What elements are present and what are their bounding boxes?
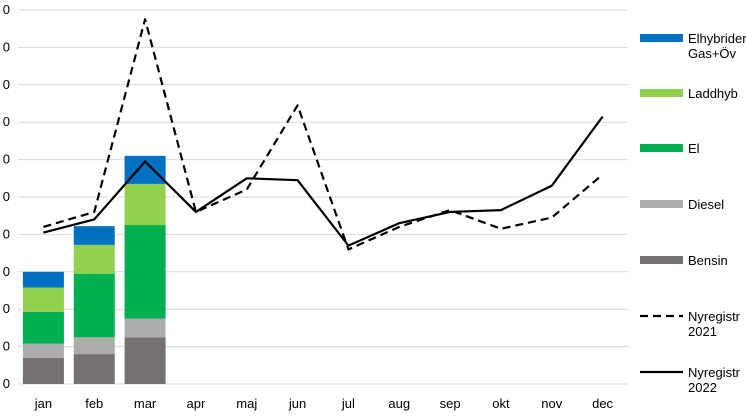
bar-segment-bensin (124, 337, 166, 384)
y-tick-label: 0 (3, 39, 10, 54)
legend-label: Nyregistr (688, 309, 741, 324)
line-nyregistr-2021 (43, 18, 604, 251)
legend-item: Bensin (640, 253, 728, 268)
x-category-label: jul (341, 396, 355, 411)
y-tick-label: 0 (3, 264, 10, 279)
y-axis-ticks: 0 0 0 0 0 0 0 0 0 0 0 (3, 2, 10, 391)
y-tick-label: 0 (3, 226, 10, 241)
legend-label: El (688, 141, 700, 156)
legend-label: Laddhyb (688, 86, 738, 101)
y-tick-label: 0 (3, 376, 10, 391)
y-tick-label: 0 (3, 301, 10, 316)
bar-segment-diesel (124, 318, 166, 338)
stacked-bars (22, 155, 166, 384)
y-tick-label: 0 (3, 189, 10, 204)
legend-label: Gas+Öv (688, 46, 737, 61)
bar-segment-elhybrider-gas-v (73, 226, 115, 245)
legend-item: Diesel (640, 197, 724, 212)
gridlines (18, 9, 628, 385)
x-axis-categories: jan feb mar apr maj jun jul aug sep okt nov dec (34, 396, 614, 411)
y-tick-label: 0 (3, 152, 10, 167)
legend-item: El (640, 141, 700, 156)
legend-label: Bensin (688, 253, 728, 268)
bar-segment-el (73, 273, 115, 338)
x-category-label: okt (492, 396, 510, 411)
x-category-label: jun (288, 396, 306, 411)
x-category-label: nov (541, 396, 562, 411)
bar-segment-laddhyb (73, 244, 115, 274)
bar-segment-elhybrider-gas-v (124, 155, 166, 184)
x-category-label: feb (85, 396, 103, 411)
bar-segment-laddhyb (22, 287, 64, 312)
bar-segment-el (124, 225, 166, 319)
x-category-label: maj (236, 396, 257, 411)
legend-swatch (640, 144, 683, 152)
legend-swatch (640, 34, 683, 42)
legend-label: Nyregistr (688, 365, 741, 380)
bar-segment-diesel (22, 343, 64, 358)
x-category-label: dec (592, 396, 613, 411)
bar-segment-laddhyb (124, 183, 166, 226)
x-category-label: mar (134, 396, 157, 411)
legend-swatch (640, 200, 683, 208)
y-tick-label: 0 (3, 77, 10, 92)
bar-segment-el (22, 311, 64, 344)
y-tick-label: 0 (3, 339, 10, 354)
bar-segment-bensin (22, 357, 64, 384)
bar-segment-elhybrider-gas-v (22, 271, 64, 288)
y-tick-label: 0 (3, 2, 10, 17)
trend-lines (43, 18, 604, 251)
x-category-label: aug (388, 396, 410, 411)
x-category-label: jan (34, 396, 52, 411)
line-nyregistr-2022 (43, 115, 604, 247)
legend-swatch (640, 89, 683, 97)
legend-swatch (640, 256, 683, 264)
legend-item: Laddhyb (640, 86, 738, 101)
x-category-label: apr (187, 396, 206, 411)
y-tick-label: 0 (3, 114, 10, 129)
legend-label: 2022 (688, 380, 717, 395)
legend-label: 2021 (688, 324, 717, 339)
legend-label: Diesel (688, 197, 724, 212)
legend-label: Elhybrider (688, 31, 746, 46)
bar-segment-bensin (73, 354, 115, 384)
bar-segment-diesel (73, 337, 115, 355)
x-category-label: sep (440, 396, 461, 411)
